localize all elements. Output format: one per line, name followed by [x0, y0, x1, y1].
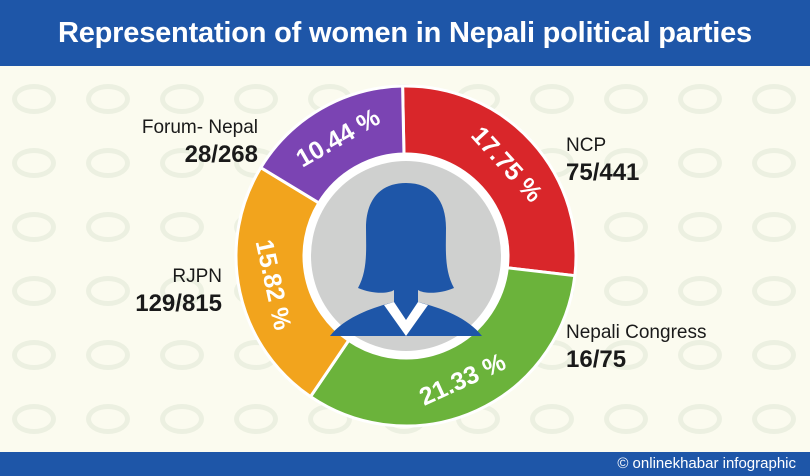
watermark-logo-icon — [752, 276, 796, 306]
watermark-logo-icon — [160, 212, 204, 242]
watermark-logo-icon — [86, 276, 130, 306]
watermark-logo-icon — [160, 404, 204, 434]
series-name: RJPN — [172, 266, 222, 287]
credit-text: © onlinekhabar infographic — [617, 455, 796, 472]
watermark-logo-icon — [86, 404, 130, 434]
woman-silhouette-icon — [330, 183, 482, 336]
watermark-logo-icon — [678, 84, 722, 114]
watermark-logo-icon — [12, 148, 56, 178]
watermark-logo-icon — [530, 84, 574, 114]
watermark-logo-icon — [604, 404, 648, 434]
series-count: 28/268 — [184, 141, 258, 168]
watermark-logo-icon — [752, 404, 796, 434]
series-name: NCP — [566, 135, 607, 156]
watermark-logo-icon — [604, 148, 648, 178]
title-banner: Representation of women in Nepali politi… — [0, 0, 810, 66]
series-name: Forum- Nepal — [141, 117, 258, 138]
watermark-logo-icon — [604, 340, 648, 370]
legend-nepali-congress: Nepali Congress 16/75 — [566, 322, 706, 374]
watermark-logo-icon — [752, 148, 796, 178]
watermark-logo-icon — [530, 404, 574, 434]
series-count: 75/441 — [566, 159, 640, 186]
watermark-logo-icon — [752, 340, 796, 370]
watermark-logo-icon — [604, 276, 648, 306]
legend-forum-nepal: Forum- Nepal 28/268 — [118, 117, 258, 169]
watermark-logo-icon — [678, 404, 722, 434]
watermark-logo-icon — [12, 212, 56, 242]
series-name: Nepali Congress — [566, 322, 707, 343]
page-title: Representation of women in Nepali politi… — [58, 16, 752, 49]
series-count: 129/815 — [135, 290, 222, 317]
watermark-logo-icon — [160, 276, 204, 306]
watermark-logo-icon — [86, 340, 130, 370]
watermark-logo-icon — [604, 84, 648, 114]
watermark-logo-icon — [678, 276, 722, 306]
watermark-logo-icon — [234, 404, 278, 434]
footer-bar: © onlinekhabar infographic — [0, 452, 810, 476]
series-count: 16/75 — [566, 346, 627, 373]
watermark-logo-icon — [678, 340, 722, 370]
legend-ncp: NCP 75/441 — [566, 135, 639, 187]
watermark-logo-icon — [86, 84, 130, 114]
watermark-logo-icon — [86, 212, 130, 242]
watermark-logo-icon — [604, 212, 648, 242]
watermark-logo-icon — [752, 212, 796, 242]
donut-slice-ncp — [401, 84, 578, 278]
watermark-logo-icon — [678, 148, 722, 178]
watermark-logo-icon — [12, 84, 56, 114]
watermark-logo-icon — [86, 148, 130, 178]
watermark-logo-icon — [160, 340, 204, 370]
legend-rjpn: RJPN 129/815 — [118, 266, 222, 318]
watermark-logo-icon — [234, 84, 278, 114]
watermark-logo-icon — [160, 148, 204, 178]
watermark-logo-icon — [12, 276, 56, 306]
watermark-logo-icon — [678, 212, 722, 242]
watermark-logo-icon — [12, 340, 56, 370]
watermark-logo-icon — [752, 84, 796, 114]
watermark-logo-icon — [12, 404, 56, 434]
watermark-logo-icon — [160, 84, 204, 114]
